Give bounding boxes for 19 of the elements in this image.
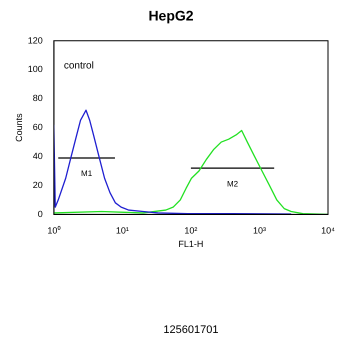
- y-tick-label: 60: [32, 122, 43, 132]
- x-tick-label: 10³: [252, 225, 266, 236]
- series-label: M2: [226, 179, 239, 188]
- x-tick-label: 10¹: [116, 225, 129, 236]
- y-tick-label: 100: [28, 64, 43, 74]
- x-tick-label: 10⁴: [321, 225, 336, 236]
- x-axis-title: FL1-H: [178, 239, 204, 250]
- annotation: control: [64, 60, 94, 72]
- y-tick-label: 120: [28, 35, 43, 46]
- series-label: M1: [81, 169, 93, 178]
- y-tick-label: 20: [32, 180, 43, 190]
- y-tick-label: 40: [32, 151, 43, 162]
- y-tick-label: 0: [38, 208, 43, 219]
- y-tick-label: 80: [32, 93, 43, 104]
- chart-title: HepG2: [148, 7, 194, 24]
- text: 125601701: [163, 324, 218, 336]
- x-tick-label: 10⁰: [47, 225, 60, 236]
- y-axis-title: Counts: [14, 112, 24, 142]
- x-tick-label: 10²: [184, 225, 198, 236]
